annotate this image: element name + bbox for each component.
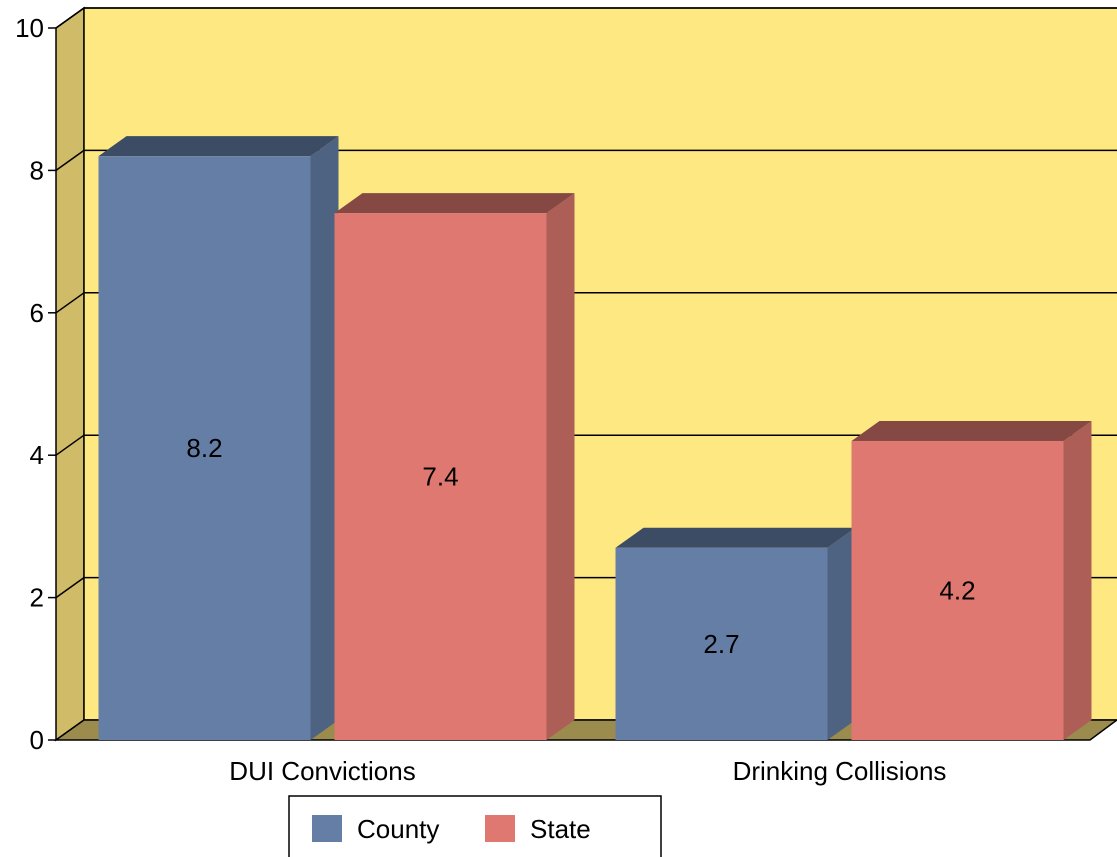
bar-side xyxy=(546,193,575,740)
legend-label-state: State xyxy=(530,814,591,844)
legend-swatch-county xyxy=(312,815,342,842)
bar-state-1: 4.2 xyxy=(851,420,1092,740)
legend-box xyxy=(288,795,662,857)
bar-front xyxy=(615,547,828,740)
bar-side xyxy=(310,136,339,740)
bar-value-label: 4.2 xyxy=(939,575,975,605)
bar-side xyxy=(827,527,856,740)
side-wall xyxy=(55,6,85,742)
y-tick-label: 6 xyxy=(30,298,44,328)
bar-county-0: 8.2 xyxy=(98,136,339,740)
bar-top xyxy=(615,527,856,548)
gridline-side xyxy=(55,7,85,29)
bar-front xyxy=(851,440,1064,740)
y-axis-ticks: 0 2 4 6 8 10 xyxy=(15,13,56,755)
legend-label-county: County xyxy=(357,814,439,844)
y-tick-label: 4 xyxy=(30,440,44,470)
bar-state-0: 7.4 xyxy=(334,193,575,740)
category-label: DUI Convictions xyxy=(229,756,415,786)
y-tick-label: 2 xyxy=(30,583,44,613)
legend-swatch-state xyxy=(485,815,515,842)
gridline-side xyxy=(55,292,85,314)
y-tick-label: 0 xyxy=(30,725,44,755)
gridline-side xyxy=(55,576,85,599)
bar-county-1: 2.7 xyxy=(615,527,856,740)
bar-front xyxy=(98,156,311,740)
bar-value-label: 7.4 xyxy=(422,462,458,492)
gridline-side xyxy=(55,149,85,172)
bar-value-label: 8.2 xyxy=(186,433,222,463)
bar-side xyxy=(1063,420,1092,740)
x-axis-categories: DUI Convictions Drinking Collisions xyxy=(229,756,946,786)
y-tick-label: 10 xyxy=(15,13,44,43)
category-label: Drinking Collisions xyxy=(733,756,947,786)
bar-top xyxy=(98,136,339,157)
bar-front xyxy=(334,213,547,740)
bars: 8.2 7.4 2.7 4.2 xyxy=(98,136,1092,740)
bar-value-label: 2.7 xyxy=(703,629,739,659)
bar-top xyxy=(851,420,1092,441)
bar-top xyxy=(334,193,575,214)
legend: County State xyxy=(288,795,662,857)
y-tick-label: 8 xyxy=(30,155,44,185)
gridline-side xyxy=(55,434,85,456)
